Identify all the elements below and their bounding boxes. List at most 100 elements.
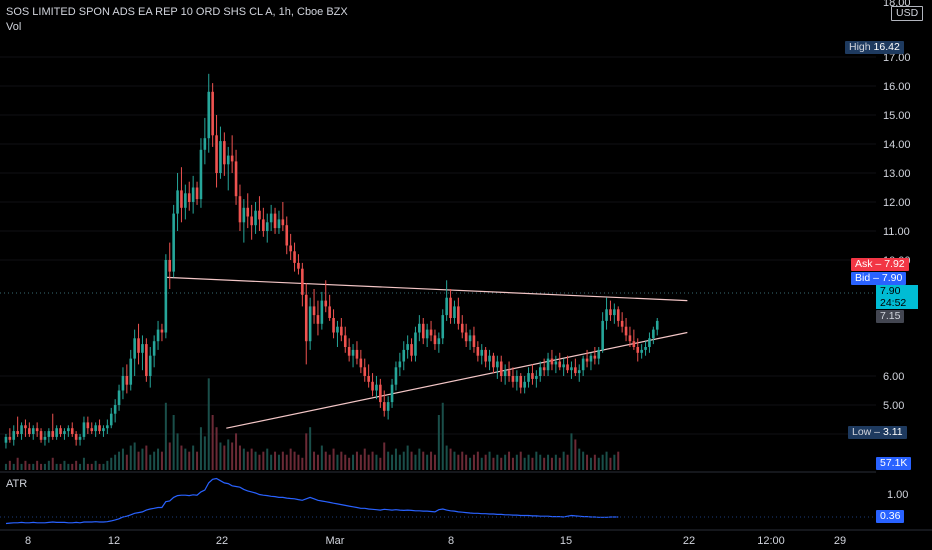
candle[interactable]	[304, 283, 308, 365]
candle[interactable]	[273, 207, 277, 234]
candle[interactable]	[8, 428, 12, 443]
candle[interactable]	[613, 303, 616, 324]
candle[interactable]	[176, 173, 179, 231]
candle[interactable]	[492, 352, 495, 374]
candle[interactable]	[141, 335, 144, 371]
candle[interactable]	[414, 326, 417, 362]
candle[interactable]	[63, 428, 66, 440]
candle[interactable]	[496, 355, 499, 379]
candle[interactable]	[402, 341, 406, 371]
candle[interactable]	[589, 352, 593, 371]
candle[interactable]	[332, 309, 335, 339]
candle[interactable]	[223, 132, 226, 176]
candle[interactable]	[35, 422, 39, 437]
candle[interactable]	[453, 300, 456, 324]
candle[interactable]	[390, 378, 394, 408]
candle[interactable]	[187, 181, 191, 211]
candle[interactable]	[437, 332, 441, 353]
candle[interactable]	[468, 329, 472, 350]
candle[interactable]	[445, 280, 448, 321]
candle[interactable]	[20, 422, 23, 440]
candle[interactable]	[246, 193, 250, 229]
candle[interactable]	[457, 297, 460, 330]
candle[interactable]	[394, 361, 398, 391]
candle[interactable]	[145, 338, 148, 382]
candle[interactable]	[59, 425, 62, 437]
candle[interactable]	[488, 349, 491, 371]
candle[interactable]	[43, 431, 47, 446]
candle[interactable]	[98, 419, 101, 435]
candle[interactable]	[133, 329, 136, 376]
candle[interactable]	[620, 312, 624, 333]
candle[interactable]	[535, 370, 538, 388]
candle[interactable]	[527, 367, 530, 388]
candle[interactable]	[503, 364, 507, 385]
candle[interactable]	[219, 126, 222, 179]
candle[interactable]	[90, 422, 94, 434]
candle[interactable]	[203, 117, 207, 165]
candle[interactable]	[230, 135, 234, 173]
candle[interactable]	[624, 318, 628, 342]
candle[interactable]	[308, 297, 312, 350]
symbol-title[interactable]: SOS LIMITED SPON ADS EA REP 10 ORD SHS C…	[6, 6, 348, 18]
candle[interactable]	[632, 329, 636, 350]
candle[interactable]	[593, 347, 597, 365]
candle[interactable]	[558, 352, 562, 371]
candle[interactable]	[226, 146, 230, 191]
candle[interactable]	[406, 335, 409, 359]
candle[interactable]	[102, 425, 105, 437]
candle[interactable]	[82, 416, 86, 440]
candle[interactable]	[86, 416, 90, 434]
candle[interactable]	[265, 213, 269, 243]
candle[interactable]	[293, 242, 296, 272]
candle[interactable]	[199, 138, 203, 208]
candle[interactable]	[254, 202, 257, 234]
candle[interactable]	[597, 347, 601, 365]
candle[interactable]	[285, 216, 289, 255]
candle[interactable]	[70, 422, 74, 437]
candle[interactable]	[351, 344, 355, 368]
candle[interactable]	[648, 332, 651, 353]
candle[interactable]	[421, 318, 425, 345]
candle[interactable]	[39, 428, 43, 443]
candle[interactable]	[347, 338, 351, 362]
candle[interactable]	[4, 434, 8, 449]
triangle-trendline-lower[interactable]	[226, 331, 688, 429]
candle[interactable]	[191, 175, 195, 214]
candle[interactable]	[433, 329, 437, 350]
candle[interactable]	[538, 361, 542, 382]
candle[interactable]	[262, 207, 265, 237]
candle[interactable]	[207, 73, 211, 153]
candle[interactable]	[164, 254, 168, 339]
candle[interactable]	[382, 390, 386, 417]
candle[interactable]	[215, 115, 218, 188]
candle[interactable]	[531, 364, 534, 385]
candle[interactable]	[137, 323, 140, 365]
candle[interactable]	[511, 367, 515, 388]
candle[interactable]	[51, 413, 55, 440]
candle[interactable]	[418, 315, 421, 342]
atr-label[interactable]: ATR	[6, 478, 28, 490]
candle[interactable]	[78, 434, 82, 446]
triangle-trendline-upper[interactable]	[166, 276, 688, 302]
candle[interactable]	[324, 280, 328, 313]
candle[interactable]	[644, 341, 647, 356]
candle[interactable]	[449, 289, 452, 324]
candle[interactable]	[269, 204, 273, 231]
candle[interactable]	[398, 352, 402, 376]
candle[interactable]	[289, 233, 292, 260]
candle[interactable]	[515, 370, 519, 391]
candle[interactable]	[655, 318, 659, 336]
candle[interactable]	[429, 320, 433, 342]
candle[interactable]	[340, 318, 343, 342]
candle[interactable]	[211, 83, 214, 147]
candle[interactable]	[554, 355, 558, 374]
candle[interactable]	[652, 326, 655, 345]
atr-line[interactable]	[5, 477, 619, 525]
candle[interactable]	[379, 378, 382, 408]
candle[interactable]	[542, 358, 546, 376]
candle[interactable]	[129, 349, 133, 391]
volume-label[interactable]: Vol	[6, 21, 22, 33]
currency-badge[interactable]: USD	[891, 6, 924, 21]
